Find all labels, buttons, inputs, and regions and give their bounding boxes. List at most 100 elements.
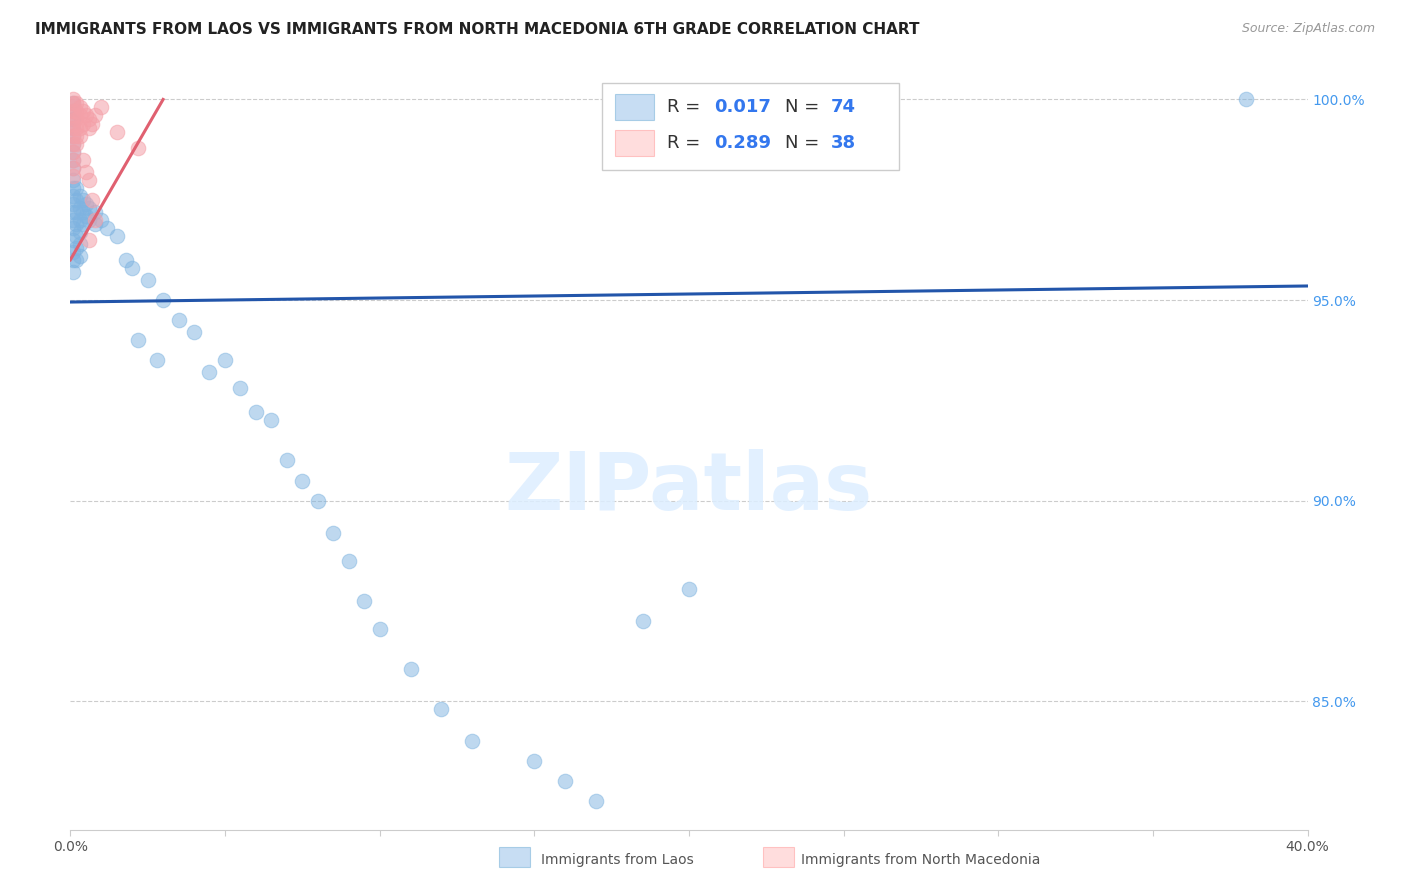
Point (69, 188, 91, 202)
Point (65, 96, 87, 111)
Point (62, 104, 84, 119)
Point (62, 169, 84, 183)
Point (399, 662, 422, 676)
Point (65, 136, 87, 151)
Text: Immigrants from Laos: Immigrants from Laos (541, 853, 695, 867)
Point (127, 140, 149, 154)
Point (65, 228, 87, 243)
Text: 0.017: 0.017 (714, 98, 770, 116)
Point (322, 525, 344, 540)
Point (260, 413, 283, 427)
Point (77, 112, 100, 127)
Point (62, 92, 84, 106)
Point (69, 212, 91, 227)
Point (84, 217, 107, 231)
Point (337, 554, 360, 568)
Point (368, 622, 391, 636)
Point (136, 273, 159, 287)
Point (75, 196, 97, 211)
Point (69, 201, 91, 215)
FancyBboxPatch shape (499, 847, 530, 867)
Point (84, 204, 107, 219)
Point (62, 128, 84, 143)
Point (291, 474, 314, 488)
Point (105, 124, 128, 138)
Point (90, 212, 112, 227)
Text: Source: ZipAtlas.com: Source: ZipAtlas.com (1241, 22, 1375, 36)
Point (72, 153, 94, 167)
Point (72, 104, 94, 119)
Point (62, 116, 84, 130)
Point (75, 108, 97, 122)
Point (62, 233, 84, 247)
Point (62, 145, 84, 159)
Point (245, 405, 267, 419)
Point (62, 244, 84, 259)
Point (65, 120, 87, 135)
Point (62, 161, 84, 175)
Point (461, 734, 484, 748)
Point (121, 260, 143, 275)
Text: 38: 38 (831, 135, 856, 153)
Point (65, 104, 87, 119)
Point (72, 217, 94, 231)
Point (62, 172, 84, 186)
Text: 0.289: 0.289 (714, 135, 770, 153)
Text: ZIPatlas: ZIPatlas (505, 450, 873, 527)
Point (62, 161, 84, 175)
FancyBboxPatch shape (614, 95, 654, 120)
Point (554, 774, 576, 789)
Point (62, 104, 84, 119)
Point (62, 153, 84, 167)
Text: R =: R = (666, 135, 706, 153)
Point (62, 120, 84, 135)
Point (77, 201, 100, 215)
Point (77, 120, 100, 135)
Point (146, 353, 169, 368)
Text: R =: R = (666, 98, 706, 116)
Point (69, 249, 91, 263)
Point (62, 96, 84, 111)
Point (69, 225, 91, 239)
Point (77, 212, 100, 227)
Point (214, 353, 236, 368)
Point (62, 108, 84, 122)
Text: Immigrants from North Macedonia: Immigrants from North Macedonia (801, 853, 1040, 867)
Point (75, 164, 97, 178)
Point (69, 120, 91, 135)
Point (276, 453, 298, 467)
Point (72, 193, 94, 207)
Point (84, 212, 107, 227)
FancyBboxPatch shape (763, 847, 794, 867)
Point (62, 136, 84, 151)
Text: N =: N = (786, 135, 825, 153)
Point (96, 220, 118, 235)
Point (631, 614, 654, 628)
Text: N =: N = (786, 98, 825, 116)
Point (62, 153, 84, 167)
Point (72, 204, 94, 219)
Point (65, 252, 87, 267)
Point (1234, 92, 1257, 106)
Point (62, 212, 84, 227)
Point (678, 582, 700, 596)
Point (62, 180, 84, 194)
Point (75, 209, 97, 223)
Point (77, 172, 100, 186)
Point (127, 333, 149, 347)
Point (62, 128, 84, 143)
Point (62, 145, 84, 159)
Point (69, 236, 91, 251)
Point (229, 381, 252, 395)
Point (77, 233, 100, 247)
Point (115, 252, 138, 267)
Point (167, 313, 190, 327)
Point (62, 220, 84, 235)
Point (65, 241, 87, 255)
Text: IMMIGRANTS FROM LAOS VS IMMIGRANTS FROM NORTH MACEDONIA 6TH GRADE CORRELATION CH: IMMIGRANTS FROM LAOS VS IMMIGRANTS FROM … (35, 22, 920, 37)
Point (183, 325, 205, 339)
Point (62, 196, 84, 211)
Point (62, 96, 84, 111)
Point (90, 100, 112, 114)
Point (523, 755, 546, 769)
